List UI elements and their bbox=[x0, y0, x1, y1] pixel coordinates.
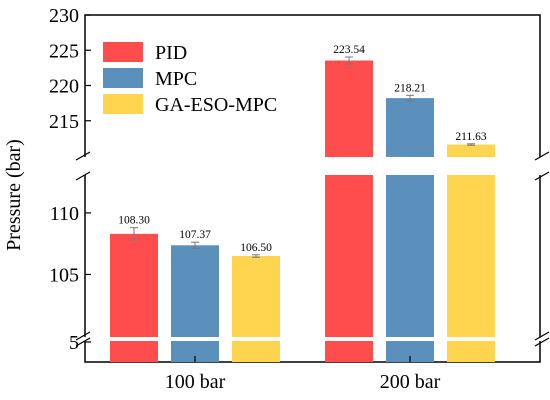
axis-break-mark bbox=[75, 331, 91, 341]
legend-label: MPC bbox=[155, 68, 197, 90]
y-tick-label: 220 bbox=[49, 76, 79, 98]
data-label: 211.63 bbox=[455, 131, 486, 143]
y-tick-label: 225 bbox=[49, 40, 79, 62]
legend: PID MPC GA-ESO-MPC bbox=[103, 42, 277, 116]
bar bbox=[110, 233, 158, 362]
bar bbox=[386, 98, 434, 362]
bar-break-gap bbox=[324, 337, 374, 341]
bar-break-gap bbox=[109, 337, 159, 341]
bar-break-gap bbox=[446, 157, 496, 175]
axis-break-mark bbox=[534, 331, 550, 341]
bar-break-gap bbox=[385, 337, 435, 341]
axis-break-mark bbox=[534, 151, 550, 161]
axis-break-mark bbox=[75, 337, 91, 347]
axis-break-mark bbox=[75, 171, 91, 181]
bar bbox=[325, 60, 373, 362]
data-label: 106.50 bbox=[240, 242, 272, 254]
plot-area: 108.30 223.54 107.37 218.21 106.50 211.63 5 105… bbox=[49, 5, 550, 393]
data-label: 107.37 bbox=[179, 229, 211, 241]
bar bbox=[171, 245, 219, 362]
legend-label: PID bbox=[155, 42, 187, 64]
y-tick-label: 110 bbox=[50, 203, 79, 225]
bar bbox=[232, 256, 280, 362]
bar-break-gap bbox=[170, 337, 220, 341]
bar-break-gap bbox=[446, 337, 496, 341]
bar-break-gap bbox=[231, 337, 281, 341]
data-label: 218.21 bbox=[394, 82, 426, 94]
axis-break-gap bbox=[77, 157, 93, 175]
data-label: 108.30 bbox=[118, 215, 150, 227]
bar bbox=[447, 144, 495, 362]
legend-swatch bbox=[103, 94, 143, 114]
axis-break-gap bbox=[77, 337, 93, 341]
legend-swatch bbox=[103, 42, 143, 62]
data-label: 223.54 bbox=[333, 44, 365, 56]
y-tick-label: 5 bbox=[69, 332, 79, 354]
y-tick-label: 230 bbox=[49, 5, 79, 27]
axis-break-mark bbox=[534, 171, 550, 181]
y-tick-label: 215 bbox=[49, 111, 79, 133]
legend-swatch bbox=[103, 68, 143, 88]
axis-break-gap bbox=[532, 157, 548, 175]
y-tick-label: 105 bbox=[49, 264, 79, 286]
plot-frame bbox=[84, 14, 541, 363]
axis-break-mark bbox=[75, 151, 91, 161]
x-tick-label: 200 bar bbox=[380, 371, 441, 393]
legend-label: GA-ESO-MPC bbox=[155, 94, 277, 116]
x-tick-label: 100 bar bbox=[165, 371, 226, 393]
bar-break-gap bbox=[324, 157, 374, 175]
axis-break-mark bbox=[534, 337, 550, 347]
y-axis-title: Pressure (bar) bbox=[3, 139, 25, 251]
bar-break-gap bbox=[385, 157, 435, 175]
axis-break-gap bbox=[532, 337, 548, 341]
